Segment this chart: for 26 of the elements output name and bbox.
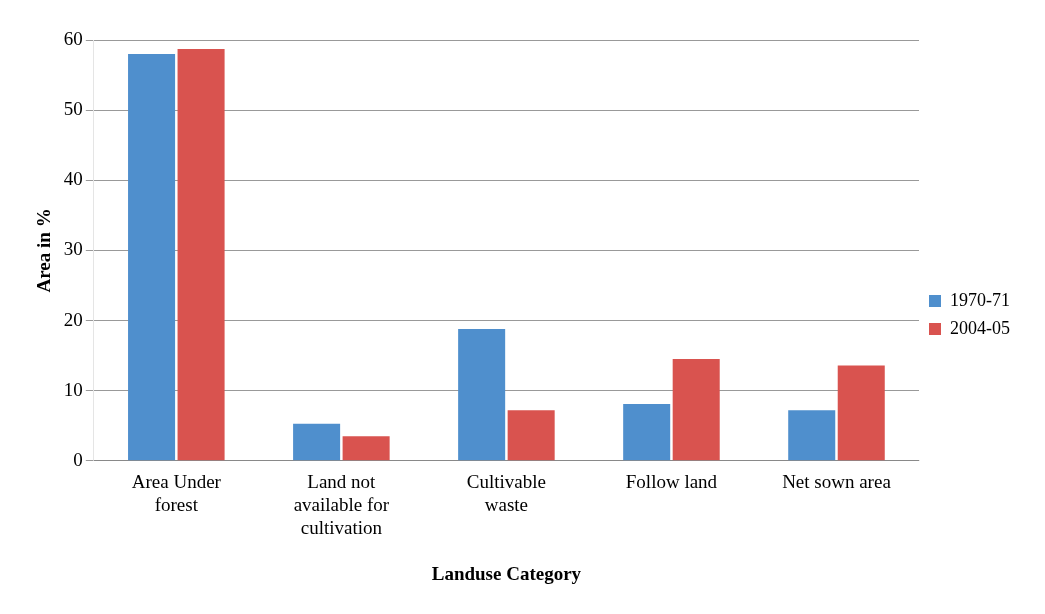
y-tick-label: 0	[73, 448, 83, 470]
y-tick-label: 50	[63, 98, 83, 120]
bar	[293, 423, 341, 461]
x-tick-label: Land not available for cultivation	[293, 471, 390, 538]
legend-label: 2004-05	[950, 317, 1011, 338]
x-tick-label: Net sown area	[782, 471, 892, 493]
x-tick-label: Cultivable waste	[466, 471, 546, 515]
bar	[507, 410, 555, 461]
y-tick-label: 10	[63, 378, 83, 400]
y-tick-label: 20	[63, 308, 83, 330]
bar	[177, 49, 225, 461]
legend-label: 1970-71	[950, 289, 1011, 310]
bar	[672, 359, 720, 461]
y-tick-label: 40	[63, 168, 83, 190]
x-axis-title: Landuse Category	[431, 562, 582, 584]
y-tick-label: 30	[63, 238, 83, 260]
bar	[342, 436, 390, 461]
bar	[623, 403, 671, 461]
bar	[837, 365, 885, 461]
bar	[788, 410, 836, 461]
x-tick-label: Area Under forest	[131, 471, 222, 515]
bar	[458, 328, 506, 461]
y-axis-title: Area in %	[33, 208, 55, 293]
x-tick-label: Follow land	[625, 471, 718, 493]
y-tick-label: 60	[63, 27, 83, 49]
bar	[128, 54, 176, 461]
